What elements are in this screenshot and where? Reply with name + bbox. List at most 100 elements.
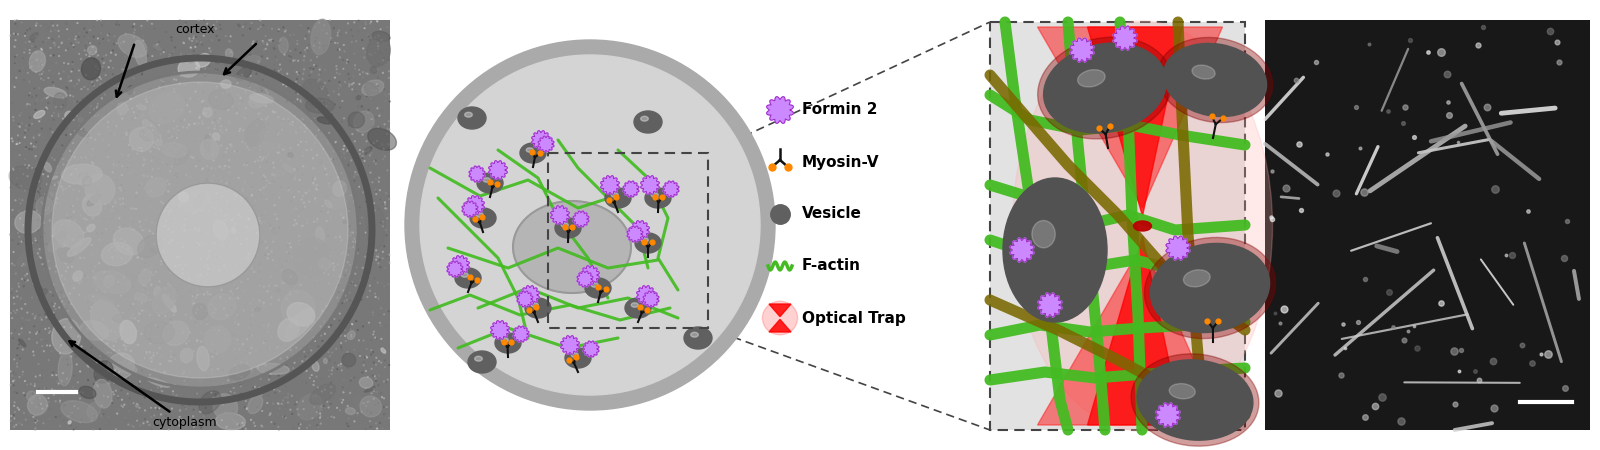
Point — [203, 205, 229, 212]
Point — [138, 193, 163, 200]
Point — [366, 245, 392, 252]
Point — [139, 264, 165, 271]
Ellipse shape — [125, 274, 138, 284]
Point — [312, 163, 338, 171]
Point — [232, 422, 258, 429]
Ellipse shape — [354, 401, 360, 412]
Point — [48, 288, 74, 296]
Point — [58, 290, 83, 297]
Point — [149, 383, 174, 391]
Point — [19, 310, 45, 318]
Point — [170, 39, 195, 46]
Point — [246, 297, 272, 304]
Point — [205, 365, 230, 372]
Point — [62, 403, 88, 410]
Point — [336, 415, 362, 422]
Point — [373, 415, 398, 422]
Point — [173, 19, 198, 27]
Ellipse shape — [531, 303, 538, 307]
Point — [221, 384, 246, 392]
Point — [251, 46, 277, 54]
Point — [43, 268, 69, 275]
Point — [237, 94, 262, 101]
Point — [64, 389, 90, 396]
Point — [302, 317, 328, 324]
Point — [90, 288, 115, 295]
Point — [107, 201, 133, 208]
Point — [229, 122, 254, 130]
Point — [13, 45, 38, 53]
Point — [339, 221, 365, 229]
Point — [218, 225, 243, 232]
Ellipse shape — [1043, 43, 1166, 133]
Point — [230, 185, 256, 192]
Point — [74, 29, 99, 36]
Point — [291, 273, 317, 280]
Point — [186, 209, 211, 216]
Point — [171, 221, 197, 229]
Point — [315, 99, 341, 106]
Point — [275, 95, 301, 103]
Ellipse shape — [237, 67, 251, 80]
Point — [246, 282, 272, 289]
Point — [350, 400, 376, 407]
Point — [128, 66, 154, 73]
Point — [339, 405, 365, 413]
Point — [133, 160, 158, 167]
Point — [264, 41, 290, 49]
Point — [325, 122, 350, 130]
Point — [0, 32, 22, 39]
Point — [29, 336, 54, 343]
Point — [224, 32, 250, 40]
Point — [75, 325, 101, 333]
Point — [216, 38, 242, 45]
Point — [323, 345, 349, 352]
Point — [69, 162, 94, 170]
Point — [66, 332, 91, 339]
Point — [56, 77, 82, 85]
Point — [189, 120, 214, 127]
Point — [224, 80, 250, 87]
Point — [110, 273, 136, 280]
Point — [221, 289, 246, 297]
Point — [290, 116, 315, 123]
Point — [184, 337, 210, 344]
Point — [368, 124, 394, 131]
Point — [347, 220, 373, 227]
Point — [272, 279, 298, 287]
Point — [141, 352, 166, 359]
Point — [362, 395, 387, 402]
Point — [237, 222, 262, 229]
Point — [318, 140, 344, 147]
Point — [318, 155, 344, 162]
Point — [114, 320, 139, 328]
Point — [322, 88, 347, 95]
Point — [309, 207, 334, 215]
Point — [109, 141, 134, 149]
Ellipse shape — [147, 378, 170, 387]
Point — [21, 182, 46, 189]
Point — [101, 118, 126, 125]
Point — [170, 329, 195, 336]
Point — [5, 345, 30, 352]
Point — [24, 378, 50, 385]
Point — [195, 291, 221, 298]
Point — [371, 378, 397, 385]
Point — [59, 68, 85, 75]
Point — [125, 112, 150, 120]
Point — [24, 49, 50, 56]
Ellipse shape — [195, 54, 211, 67]
Point — [171, 251, 197, 258]
Point — [157, 134, 182, 141]
Point — [72, 346, 98, 354]
Point — [365, 105, 390, 112]
Point — [186, 17, 211, 24]
Point — [128, 136, 154, 143]
Ellipse shape — [149, 92, 184, 123]
Point — [181, 419, 206, 427]
Point — [202, 329, 227, 336]
Point — [29, 70, 54, 77]
Point — [277, 118, 302, 125]
Point — [155, 151, 181, 158]
Point — [338, 133, 363, 140]
